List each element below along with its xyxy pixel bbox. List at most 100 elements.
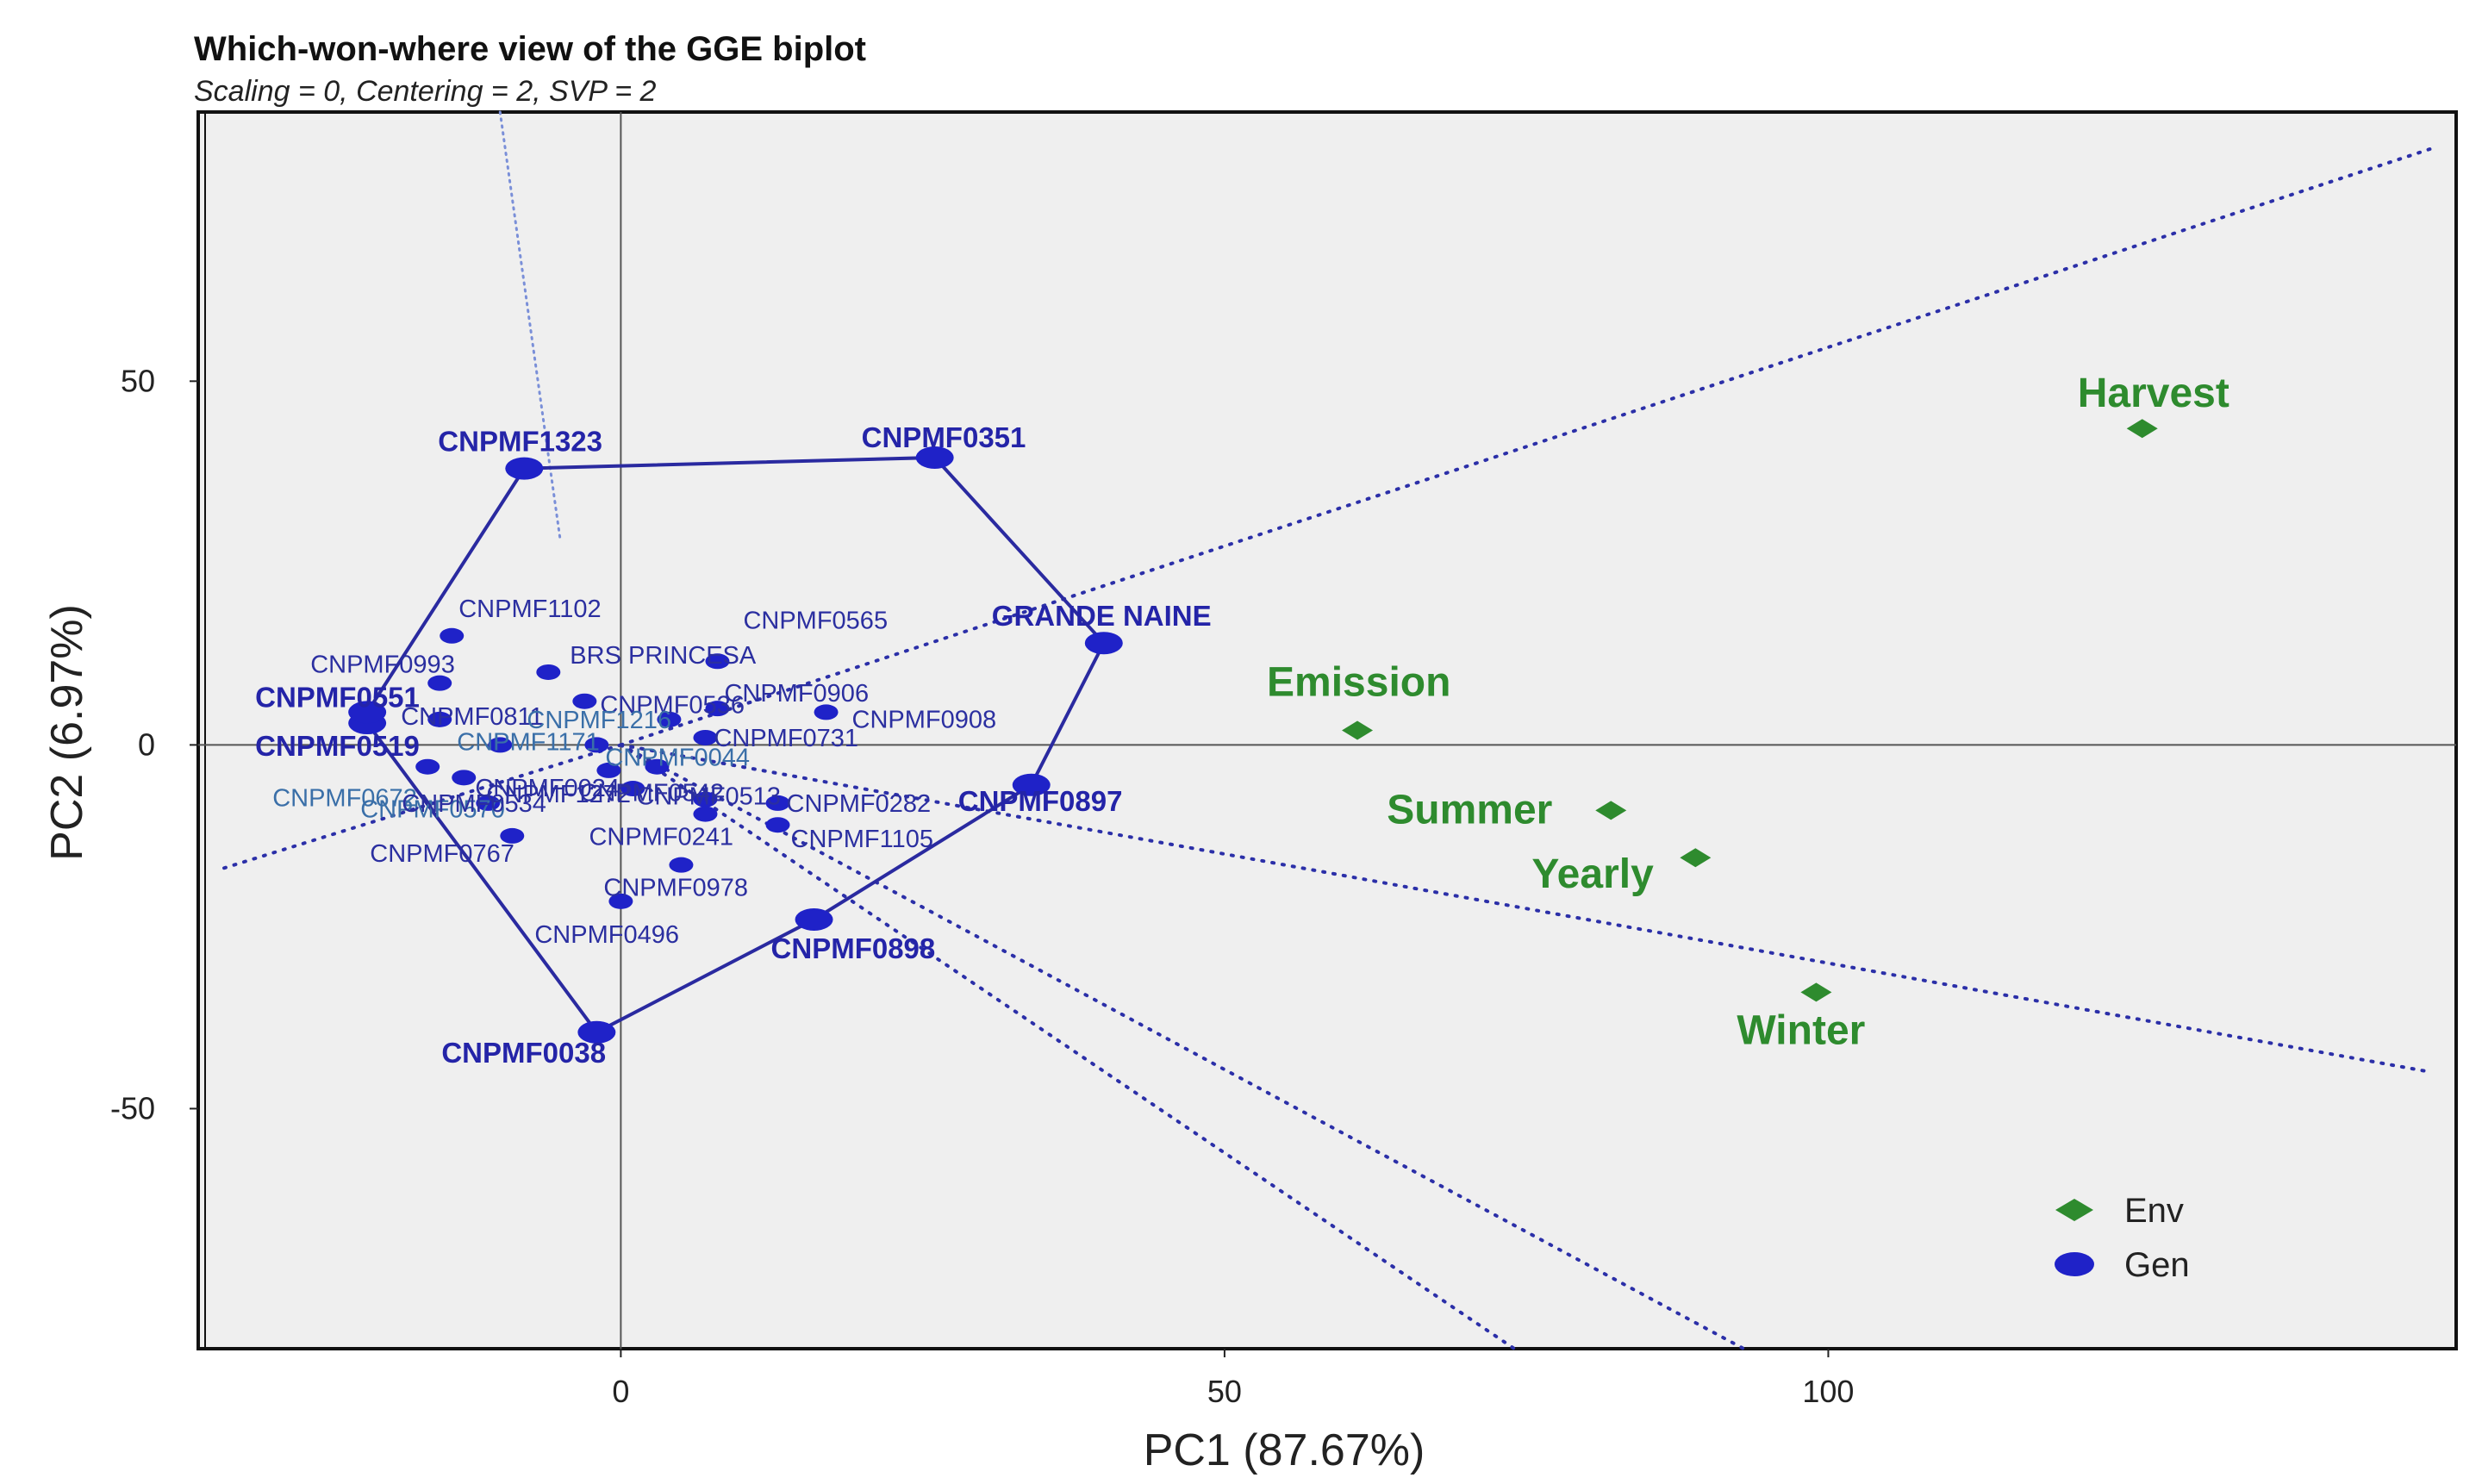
env-point-winter <box>1800 982 1832 1002</box>
legend-env-marker <box>2055 1199 2093 1221</box>
gen-label-cnpmf0282: CNPMF0282 <box>787 790 932 818</box>
gen-label-cnpmf1272: CNPMF1272 <box>486 781 631 808</box>
gen-label-cnpmf0351: CNPMF0351 <box>862 421 1026 453</box>
gen-label-cnpmf0038: CNPMF0038 <box>441 1037 606 1069</box>
env-label-winter: Winter <box>1737 1007 1865 1053</box>
gen-point-cnpmf0908 <box>814 704 839 720</box>
gen-label-cnpmf0565: CNPMF0565 <box>743 607 888 634</box>
gen-point-cnpmf0767 <box>500 827 525 844</box>
gen-point-cnpmf0565 <box>705 653 730 670</box>
gen-label-cnpmf0993: CNPMF0993 <box>310 652 455 679</box>
gen-point-cnpmf0282 <box>765 795 790 811</box>
gen-label-cnpmf0542: CNPMF0542 <box>579 780 724 807</box>
gen-label-cnpmf0024: CNPMF0024 <box>475 775 620 802</box>
sector-ray-2 <box>221 743 623 870</box>
chart-title: Which-won-where view of the GGE biplot <box>194 30 866 68</box>
y-tick-label-50: 50 <box>121 363 155 398</box>
y-axis-title: PC2 (6.97%) <box>42 604 92 861</box>
gen-label-cnpmf0978: CNPMF0978 <box>603 875 748 902</box>
gen-label-cnpmf0570: CNPMF0570 <box>360 795 505 823</box>
genotype-labels: CNPMF1323 CNPMF0351 GRANDE NAINE CNPMF0897 C… <box>255 421 1212 1069</box>
sector-ray-1 <box>619 147 2434 747</box>
x-axis-title: PC1 (87.67%) <box>1144 1425 1425 1475</box>
x-tick-label-50: 50 <box>1207 1374 1242 1409</box>
gen-point-cnpmf0978 <box>669 857 694 873</box>
gen-label-cnpmf0731: CNPMF0731 <box>714 725 858 752</box>
gen-label-cnpmf0551: CNPMF0551 <box>255 681 420 713</box>
gen-label-cnpmf0044: CNPMF0044 <box>605 744 750 771</box>
env-label-summer: Summer <box>1387 787 1552 832</box>
gen-label-cnpmf0519: CNPMF0519 <box>255 730 420 762</box>
gen-point-cnpmf1102 <box>440 627 465 644</box>
environment-points <box>1342 419 2158 1002</box>
plot-panel <box>196 110 2458 1350</box>
env-label-emission: Emission <box>1267 660 1450 706</box>
env-point-harvest <box>2126 419 2158 439</box>
gen-point-cnpmf0534 <box>476 795 501 811</box>
genotype-points <box>348 446 1123 1044</box>
legend: Env Gen <box>2055 1192 2190 1284</box>
gen-point-cnpmf0551 <box>348 701 387 724</box>
legend-env-label: Env <box>2124 1192 2184 1230</box>
gen-label-cnpmf0767: CNPMF0767 <box>370 840 514 868</box>
gen-label-cnpmf0534: CNPMF0534 <box>402 790 546 818</box>
gen-point-cnpmf0024 <box>596 762 621 778</box>
gen-point-cnpmf0906 <box>705 701 730 717</box>
gen-point-cnpmf0898 <box>795 907 833 931</box>
env-point-emission <box>1342 720 1374 740</box>
chart-subtitle: Scaling = 0, Centering = 2, SVP = 2 <box>194 75 657 108</box>
gen-point-cnpmf0542 <box>645 758 670 775</box>
sector-rays <box>221 110 2434 1350</box>
zero-reference-lines <box>198 112 2456 1349</box>
sector-ray-3 <box>619 743 2434 1075</box>
gen-point-cnpmf0672 <box>415 758 440 775</box>
gen-label-cnpmf0898: CNPMF0898 <box>771 932 936 964</box>
gen-label-cnpmf1102: CNPMF1102 <box>458 595 601 623</box>
gen-point-cnpmf0536 <box>572 693 597 709</box>
gen-label-cnpmf1105: CNPMF1105 <box>791 826 933 853</box>
gen-point-cnpmf1216 <box>657 711 682 727</box>
sector-ray-6 <box>498 110 562 543</box>
gen-label-cnpmf0672: CNPMF0672 <box>272 785 417 813</box>
env-point-summer <box>1595 801 1627 820</box>
sector-ray-4 <box>619 743 1517 1350</box>
x-tick-label-0: 0 <box>612 1374 629 1409</box>
env-label-harvest: Harvest <box>2078 371 2229 416</box>
gen-point-cnpmf0897 <box>1012 773 1051 796</box>
gen-point-cnpmf0811 <box>427 711 452 727</box>
gen-label-cnpmf0513: CNPMF0513 <box>636 783 781 811</box>
gen-label-cnpmf0908: CNPMF0908 <box>852 706 997 733</box>
legend-gen-label: Gen <box>2124 1246 2190 1284</box>
gen-point-cnpmf0044 <box>584 737 609 753</box>
gen-point-cnpmf0038 <box>577 1020 616 1044</box>
gen-label-cnpmf0536: CNPMF0536 <box>600 692 745 720</box>
y-tick-label-0: 0 <box>138 726 155 762</box>
gen-point-cnpmf1171 <box>488 737 513 753</box>
gen-point-cnpmf0513 <box>693 791 718 807</box>
gen-point-cnpmf0993 <box>427 675 452 691</box>
legend-gen-marker <box>2055 1252 2094 1276</box>
gen-label-grande-naine: GRANDE NAINE <box>992 600 1212 632</box>
gen-point-cnpmf1105 <box>765 817 790 833</box>
env-label-yearly: Yearly <box>1531 851 1654 897</box>
gen-point-cnpmf0570 <box>452 770 477 786</box>
gen-label-cnpmf0811: CNPMF0811 <box>401 703 543 731</box>
env-point-yearly <box>1680 848 1712 868</box>
axis-ticks: 0 50 100 50 0 -50 <box>110 363 1855 1409</box>
gen-label-cnpmf1171: CNPMF1171 <box>457 728 599 756</box>
gen-label-cnpmf0496: CNPMF0496 <box>534 921 679 949</box>
gen-label-cnpmf0897: CNPMF0897 <box>958 785 1123 817</box>
gen-label-cnpmf1216: CNPMF1216 <box>527 707 671 734</box>
x-tick-label-100: 100 <box>1802 1374 1854 1409</box>
gen-point-cnpmf1272 <box>620 781 645 797</box>
gen-point-cnpmf0351 <box>915 446 954 469</box>
gen-point-brs-princesa <box>536 664 561 680</box>
gen-point-grande-naine <box>1084 632 1123 655</box>
gen-label-cnpmf0906: CNPMF0906 <box>724 680 869 708</box>
y-tick-label--50: -50 <box>110 1090 155 1125</box>
gen-label-brs-princesa: BRS PRINCESA <box>570 642 757 670</box>
gen-point-cnpmf1323 <box>505 457 544 480</box>
gen-point-cnpmf0241 <box>693 806 718 822</box>
environment-labels: Harvest Emission Summer Yearly Winter <box>1267 371 2229 1053</box>
